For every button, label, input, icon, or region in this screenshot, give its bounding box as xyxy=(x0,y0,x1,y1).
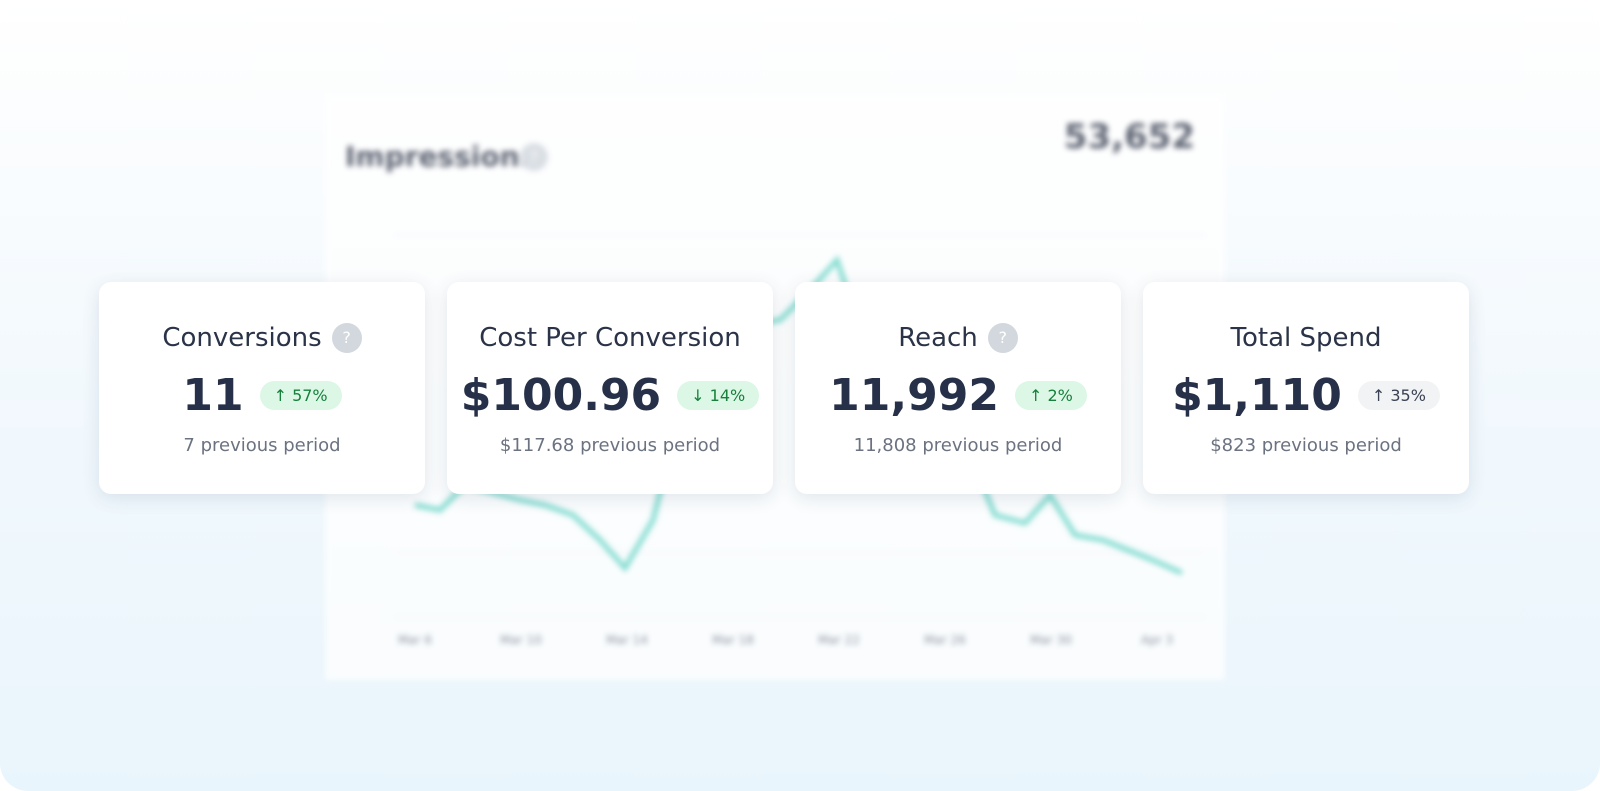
x-tick-label: Mar 26 xyxy=(924,633,966,647)
card-header: Total Spend xyxy=(1143,320,1469,356)
card-title: Cost Per Conversion xyxy=(479,323,741,353)
metric-card: Conversions? 11 ↑ 57% 7 previous period xyxy=(99,282,425,494)
change-badge: ↑ 57% xyxy=(259,381,342,410)
help-icon[interactable]: ? xyxy=(987,323,1018,353)
x-tick-label: Mar 22 xyxy=(818,633,860,647)
metric-value: $100.96 xyxy=(460,370,662,421)
card-title: Total Spend xyxy=(1230,323,1382,353)
value-row: $1,110 ↑ 35% xyxy=(1143,370,1469,421)
metric-card: Total Spend $1,110 ↑ 35% $823 previous peri… xyxy=(1143,282,1469,494)
metric-value: 11 xyxy=(182,370,244,421)
metric-card: Reach? 11,992 ↑ 2% 11,808 previous period xyxy=(795,282,1121,494)
x-tick-label: Mar 14 xyxy=(606,633,648,647)
value-row: $100.96 ↓ 14% xyxy=(447,370,773,421)
x-tick-label: Mar 18 xyxy=(712,633,754,647)
x-tick-label: Mar 10 xyxy=(500,633,542,647)
change-badge: ↑ 2% xyxy=(1014,381,1087,410)
metric-value: $1,110 xyxy=(1172,370,1342,421)
total: 53,652 xyxy=(1063,117,1195,157)
previous-period: 7 previous period xyxy=(183,435,341,456)
metric-value: 11,992 xyxy=(829,370,999,421)
card-title: Reach xyxy=(898,323,978,353)
card-header: Cost Per Conversion xyxy=(447,320,773,356)
card-header: Conversions? xyxy=(99,320,425,356)
change-badge: ↓ 14% xyxy=(677,381,760,410)
value-row: 11 ↑ 57% xyxy=(99,370,425,421)
value-row: 11,992 ↑ 2% xyxy=(795,370,1121,421)
previous-period: $117.68 previous period xyxy=(499,435,721,456)
previous-period: 11,808 previous period xyxy=(853,435,1063,456)
help-icon[interactable]: ? xyxy=(520,143,548,171)
x-tick-label: Mar 30 xyxy=(1030,633,1072,647)
chart-title: Impressions xyxy=(345,140,537,173)
help-icon[interactable]: ? xyxy=(331,323,362,353)
card-title: Conversions xyxy=(162,323,322,353)
x-tick-label: Apr 3 xyxy=(1140,633,1174,647)
change-badge: ↑ 35% xyxy=(1357,381,1440,410)
card-header: Reach? xyxy=(795,320,1121,356)
metric-card: Cost Per Conversion $100.96 ↓ 14% $117.68 p… xyxy=(447,282,773,494)
x-tick-label: Mar 6 xyxy=(397,633,433,647)
previous-period: $823 previous period xyxy=(1210,435,1402,456)
